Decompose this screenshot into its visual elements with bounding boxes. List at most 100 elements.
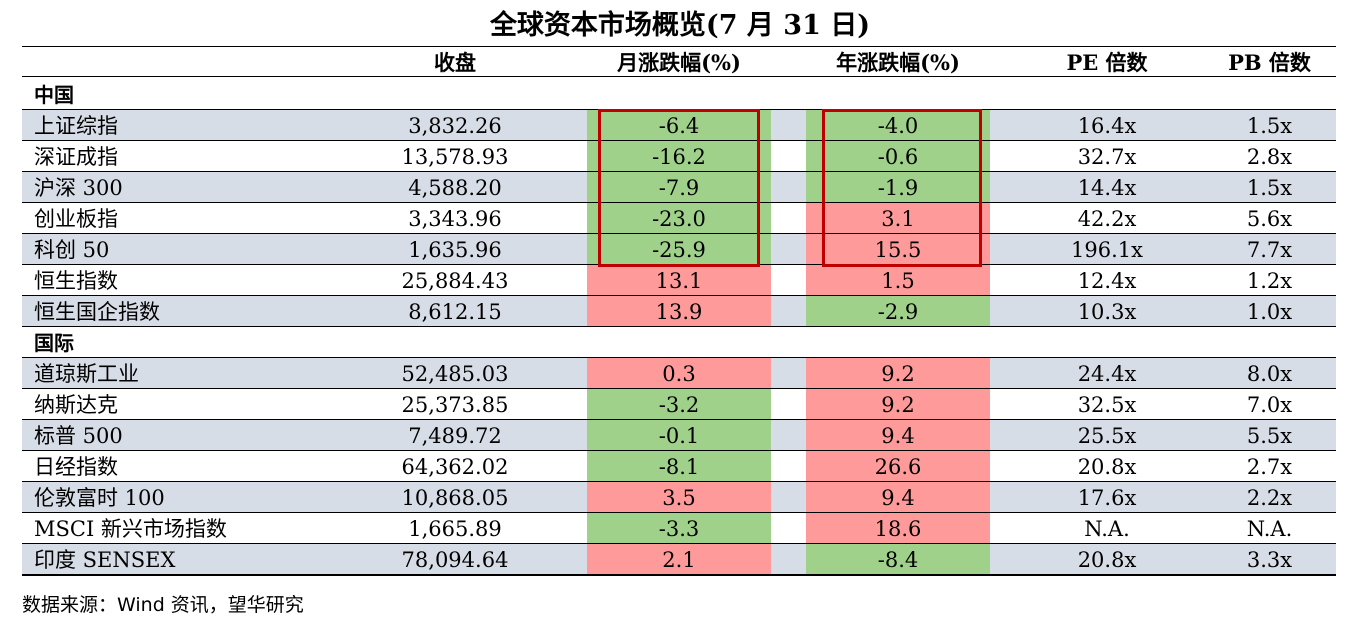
close-value: 52,485.03 [401,362,509,386]
pe-value: 16.4x [1077,114,1137,138]
section-row-international: 国际 [22,327,1336,358]
monthly-change-cell: 2.1 [587,544,771,574]
source-note: 数据来源：Wind 资讯，望华研究 [22,594,304,616]
table-row: MSCI 新兴市场指数 1,665.89 -3.3 18.6 N.A. N.A. [22,513,1336,544]
index-name: 沪深 300 [34,176,123,200]
monthly-change-cell: -23.0 [587,203,771,233]
header-pb: PB 倍数 [1228,50,1311,75]
close-value: 25,884.43 [401,269,509,293]
close-value: 13,578.93 [401,145,509,169]
pe-value: 25.5x [1077,424,1137,448]
header-yearly-change: 年涨跌幅(%) [836,50,960,75]
yearly-change-cell: 18.6 [806,513,990,543]
yearly-change-cell: -1.9 [806,172,990,202]
pb-value: 8.0x [1246,362,1293,386]
monthly-change-cell: 13.9 [587,296,771,326]
pb-value: 3.3x [1246,548,1293,572]
index-name: 深证成指 [34,145,118,169]
close-value: 3,343.96 [408,207,502,231]
yearly-change-cell: 9.4 [806,482,990,512]
index-name: 恒生指数 [34,269,118,293]
table-row: 深证成指 13,578.93 -16.2 -0.6 32.7x 2.8x [22,141,1336,172]
pe-value: 14.4x [1077,176,1137,200]
pb-value: 2.7x [1246,455,1293,479]
index-name: 日经指数 [34,455,118,479]
pb-value: 1.2x [1246,269,1293,293]
table-row: 科创 50 1,635.96 -25.9 15.5 196.1x 7.7x [22,234,1336,265]
yearly-change-cell: 3.1 [806,203,990,233]
monthly-change-cell: 0.3 [587,358,771,388]
yearly-change-cell: -4.0 [806,110,990,140]
yearly-change-cell: -8.4 [806,544,990,574]
pe-value: 12.4x [1077,269,1137,293]
pe-value: 196.1x [1071,238,1143,262]
yearly-change-cell: 26.6 [806,451,990,481]
yearly-change-cell: -2.9 [806,296,990,326]
close-value: 1,665.89 [408,517,502,541]
section-row-china: 中国 [22,79,1336,110]
table-row: 沪深 300 4,588.20 -7.9 -1.9 14.4x 1.5x [22,172,1336,203]
monthly-change-cell: -3.2 [587,389,771,419]
yearly-change-cell: 1.5 [806,265,990,295]
monthly-change-cell: -7.9 [587,172,771,202]
pe-value: 32.5x [1077,393,1137,417]
index-name: 恒生国企指数 [34,300,160,324]
index-name: 创业板指 [34,207,118,231]
pe-value: N.A. [1084,517,1130,541]
monthly-change-cell: 3.5 [587,482,771,512]
monthly-change-cell: -8.1 [587,451,771,481]
pb-value: 1.5x [1246,176,1293,200]
header-pe: PE 倍数 [1066,50,1148,75]
index-name: 科创 50 [34,238,110,262]
monthly-change-cell: -3.3 [587,513,771,543]
monthly-change-cell: -0.1 [587,420,771,450]
yearly-change-cell: 9.4 [806,420,990,450]
close-value: 10,868.05 [401,486,509,510]
close-value: 25,373.85 [401,393,509,417]
top-rule [22,46,1336,47]
index-name: 印度 SENSEX [34,548,176,572]
monthly-change-cell: -25.9 [587,234,771,264]
index-name: 伦敦富时 100 [34,486,165,510]
table-row: 恒生指数 25,884.43 13.1 1.5 12.4x 1.2x [22,265,1336,296]
section-label-china: 中国 [34,83,74,107]
pe-value: 20.8x [1077,548,1137,572]
close-value: 64,362.02 [401,455,509,479]
pe-value: 10.3x [1077,300,1137,324]
index-name: 道琼斯工业 [34,362,139,386]
yearly-change-cell: -0.6 [806,141,990,171]
pb-value: 2.2x [1246,486,1293,510]
close-value: 78,094.64 [401,548,509,572]
pb-value: 7.7x [1246,238,1293,262]
bottom-rule [22,575,1336,576]
close-value: 4,588.20 [408,176,502,200]
index-name: 上证综指 [34,114,118,138]
index-name: MSCI 新兴市场指数 [34,517,227,541]
yearly-change-cell: 9.2 [806,389,990,419]
index-name: 纳斯达克 [34,393,118,417]
highlight-box-monthly [598,109,760,267]
section-label-international: 国际 [34,331,74,355]
pb-value: 1.5x [1246,114,1293,138]
close-value: 8,612.15 [408,300,502,324]
pe-value: 17.6x [1077,486,1137,510]
close-value: 1,635.96 [408,238,502,262]
highlight-box-yearly [822,109,982,267]
pb-value: 5.6x [1246,207,1293,231]
pe-value: 20.8x [1077,455,1137,479]
close-value: 7,489.72 [408,424,502,448]
close-value: 3,832.26 [408,114,502,138]
pe-value: 24.4x [1077,362,1137,386]
table-row: 道琼斯工业 52,485.03 0.3 9.2 24.4x 8.0x [22,358,1336,389]
table-row: 标普 500 7,489.72 -0.1 9.4 25.5x 5.5x [22,420,1336,451]
monthly-change-cell: -6.4 [587,110,771,140]
pe-value: 42.2x [1077,207,1137,231]
pb-value: 7.0x [1246,393,1293,417]
table-row: 上证综指 3,832.26 -6.4 -4.0 16.4x 1.5x [22,110,1336,141]
table-row: 恒生国企指数 8,612.15 13.9 -2.9 10.3x 1.0x [22,296,1336,327]
table-row: 纳斯达克 25,373.85 -3.2 9.2 32.5x 7.0x [22,389,1336,420]
pb-value: 1.0x [1246,300,1293,324]
monthly-change-cell: -16.2 [587,141,771,171]
header-close: 收盘 [434,50,476,75]
pe-value: 32.7x [1077,145,1137,169]
